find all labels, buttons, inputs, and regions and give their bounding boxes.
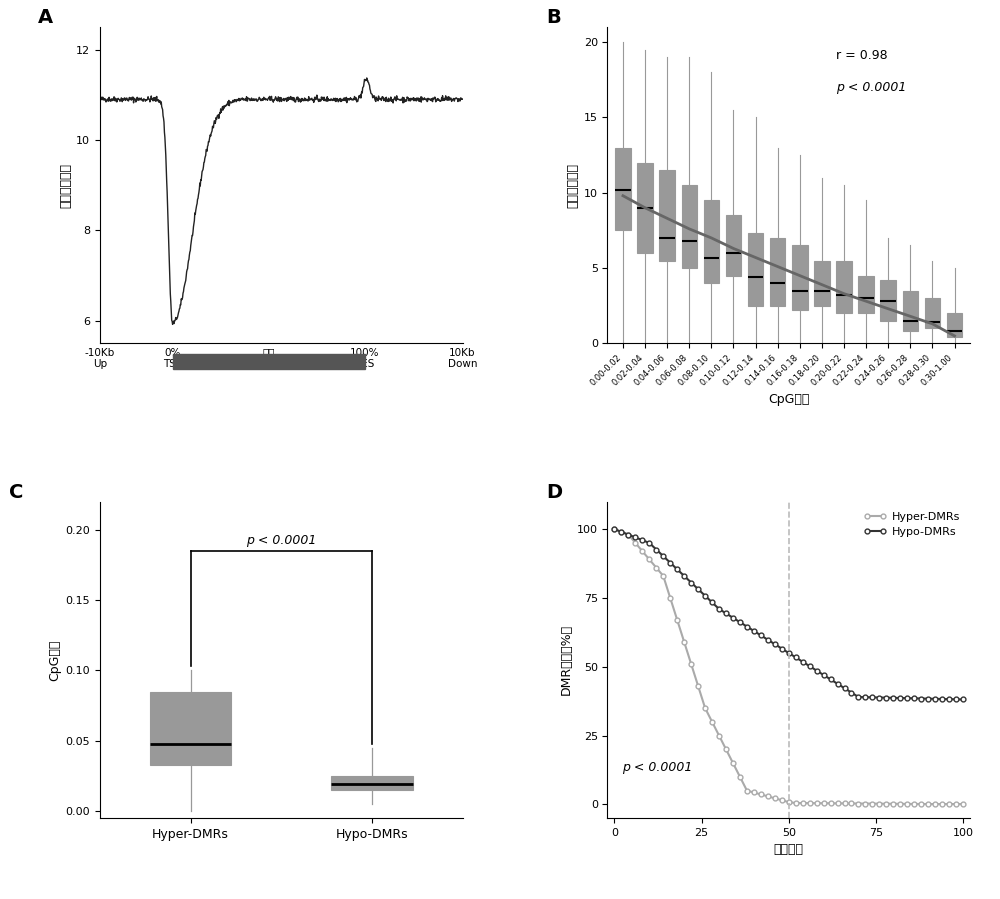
- Line: Hypo-DMRs: Hypo-DMRs: [612, 527, 965, 702]
- PathPatch shape: [659, 170, 675, 261]
- Y-axis label: CpG密度: CpG密度: [48, 639, 61, 681]
- PathPatch shape: [814, 261, 830, 306]
- PathPatch shape: [770, 238, 785, 306]
- Hyper-DMRs: [859, 798, 871, 809]
- PathPatch shape: [704, 200, 719, 283]
- Hypo-DMRs: [608, 524, 620, 535]
- PathPatch shape: [792, 245, 808, 310]
- PathPatch shape: [925, 298, 940, 328]
- PathPatch shape: [637, 163, 653, 253]
- Text: p < 0.0001: p < 0.0001: [622, 761, 692, 774]
- PathPatch shape: [150, 691, 231, 765]
- X-axis label: CpG密度: CpG密度: [768, 394, 809, 406]
- PathPatch shape: [331, 776, 413, 790]
- Hyper-DMRs: [922, 798, 934, 809]
- Text: r = 0.98: r = 0.98: [836, 49, 888, 62]
- Line: Hyper-DMRs: Hyper-DMRs: [612, 527, 965, 806]
- PathPatch shape: [836, 261, 852, 313]
- PathPatch shape: [858, 276, 874, 313]
- Text: A: A: [38, 8, 53, 27]
- Y-axis label: DMR占比（%）: DMR占比（%）: [560, 624, 573, 696]
- Hypo-DMRs: [950, 694, 962, 705]
- Hypo-DMRs: [713, 603, 725, 614]
- Hypo-DMRs: [720, 608, 732, 619]
- Hyper-DMRs: [957, 798, 969, 809]
- Legend: Hyper-DMRs, Hypo-DMRs: Hyper-DMRs, Hypo-DMRs: [859, 507, 964, 541]
- PathPatch shape: [880, 280, 896, 321]
- Hypo-DMRs: [839, 683, 851, 694]
- PathPatch shape: [615, 147, 631, 230]
- Hyper-DMRs: [713, 730, 725, 741]
- Hypo-DMRs: [685, 577, 697, 588]
- X-axis label: 片段数目: 片段数目: [774, 843, 804, 857]
- Text: C: C: [9, 483, 24, 502]
- Text: D: D: [546, 483, 562, 502]
- PathPatch shape: [748, 234, 763, 306]
- PathPatch shape: [682, 185, 697, 268]
- Hypo-DMRs: [957, 694, 969, 705]
- Hyper-DMRs: [950, 798, 962, 809]
- PathPatch shape: [726, 216, 741, 276]
- Hypo-DMRs: [859, 692, 871, 703]
- Hyper-DMRs: [839, 798, 851, 809]
- Text: p < 0.0001: p < 0.0001: [836, 81, 906, 93]
- Hyper-DMRs: [608, 524, 620, 535]
- Text: p < 0.0001: p < 0.0001: [246, 534, 316, 547]
- Text: B: B: [546, 8, 561, 27]
- PathPatch shape: [903, 290, 918, 332]
- Y-axis label: 覆盖平均深度: 覆盖平均深度: [566, 163, 579, 208]
- Y-axis label: 平均覆盖深度: 平均覆盖深度: [59, 163, 72, 208]
- PathPatch shape: [947, 313, 962, 337]
- Hyper-DMRs: [685, 659, 697, 670]
- Bar: [173, 354, 365, 369]
- Hyper-DMRs: [720, 743, 732, 754]
